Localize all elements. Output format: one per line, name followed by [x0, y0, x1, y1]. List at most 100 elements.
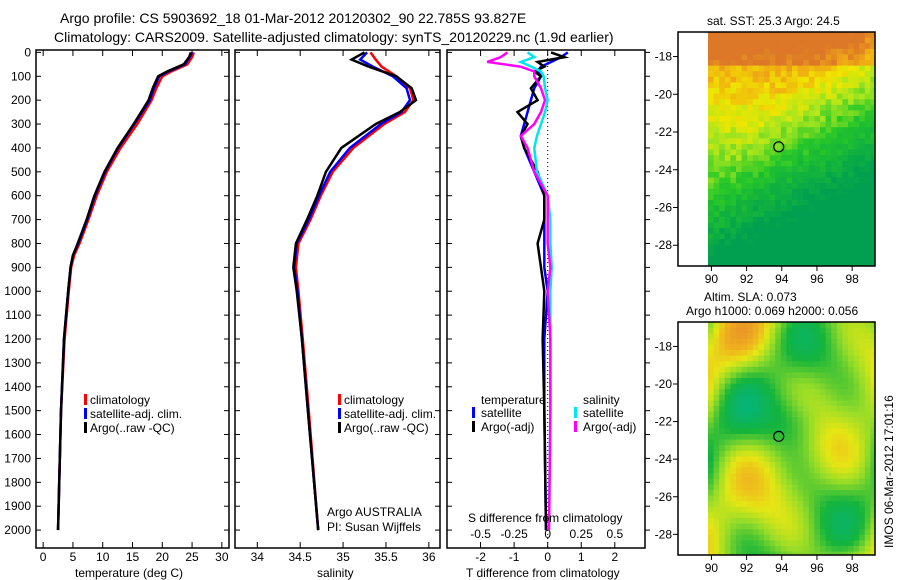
map-cell — [724, 529, 731, 536]
map-cell — [780, 239, 787, 246]
map-cell — [820, 411, 827, 418]
map-cell — [820, 200, 827, 207]
map-cell — [769, 434, 776, 441]
map-cell — [736, 82, 743, 89]
map-cell — [797, 422, 804, 429]
map-cell — [713, 394, 720, 401]
map-cell — [848, 144, 855, 151]
map-cell — [814, 177, 821, 184]
map-cell — [747, 406, 754, 413]
map-cell — [764, 82, 771, 89]
map-cell — [736, 43, 743, 50]
map-cell — [803, 166, 810, 173]
x-tick-label: 98 — [845, 561, 859, 575]
map-cell — [752, 188, 759, 195]
map-cell — [836, 322, 843, 329]
map-cell — [708, 228, 715, 235]
map-cell — [831, 149, 838, 156]
map-cell — [808, 540, 815, 547]
map-cell — [836, 244, 843, 251]
map-cell — [736, 428, 743, 435]
map-cell — [747, 177, 754, 184]
map-cell — [736, 37, 743, 44]
map-cell — [808, 551, 815, 555]
map-cell — [769, 88, 776, 95]
map-cell — [803, 534, 810, 541]
map-cell — [764, 177, 771, 184]
map-cell — [769, 261, 776, 266]
map-cell — [747, 172, 754, 179]
map-cell — [736, 233, 743, 240]
map-cell — [769, 93, 776, 100]
map-cell — [786, 355, 793, 362]
map-cell — [848, 183, 855, 190]
y-tick-label: 1900 — [4, 499, 31, 513]
map-cell — [842, 200, 849, 207]
map-cell — [719, 417, 726, 424]
map-cell — [792, 82, 799, 89]
map-cell — [836, 222, 843, 229]
map-cell — [814, 534, 821, 541]
map-cell — [786, 104, 793, 111]
map-cell — [769, 71, 776, 78]
map-cell — [842, 132, 849, 139]
map-cell — [814, 211, 821, 218]
map-cell — [758, 71, 765, 78]
map-cell — [747, 261, 754, 266]
map-cell — [848, 450, 855, 457]
legend-swatch — [84, 408, 87, 419]
map-cell — [848, 506, 855, 513]
s-x-tick-label: -0.5 — [470, 527, 491, 541]
map-cell — [864, 383, 871, 390]
map-cell — [713, 88, 720, 95]
map-cell — [803, 211, 810, 218]
x-tick-label: 96 — [810, 561, 824, 575]
map-cell — [836, 344, 843, 351]
temperature-xlabel: temperature (deg C) — [75, 566, 183, 580]
map-cell — [764, 344, 771, 351]
legend-swatch — [84, 394, 87, 405]
map-cell — [814, 200, 821, 207]
map-cell — [719, 534, 726, 541]
map-cell — [747, 344, 754, 351]
map-cell — [713, 428, 720, 435]
map-cell — [724, 322, 731, 329]
map-cell — [864, 138, 871, 145]
map-cell — [758, 37, 765, 44]
map-cell — [803, 551, 810, 555]
legend-swatch — [574, 421, 577, 432]
map-cell — [825, 506, 832, 513]
map-cell — [780, 250, 787, 257]
map-cell — [736, 378, 743, 385]
map-cell — [719, 71, 726, 78]
map-cell — [825, 144, 832, 151]
map-cell — [859, 54, 866, 61]
map-cell — [764, 338, 771, 345]
map-cell — [825, 256, 832, 263]
map-cell — [870, 417, 875, 424]
map-cell — [831, 490, 838, 497]
map-cell — [842, 211, 849, 218]
map-cell — [780, 439, 787, 446]
map-cell — [808, 88, 815, 95]
map-cell — [797, 495, 804, 502]
map-cell — [719, 205, 726, 212]
map-cell — [713, 155, 720, 162]
map-cell — [769, 183, 776, 190]
map-cell — [752, 149, 759, 156]
map-cell — [724, 144, 731, 151]
map-cell — [786, 523, 793, 530]
map-cell — [825, 37, 832, 44]
map-cell — [780, 512, 787, 519]
map-cell — [724, 417, 731, 424]
map-cell — [758, 228, 765, 235]
map-cell — [853, 322, 860, 329]
map-cell — [719, 355, 726, 362]
map-cell — [708, 540, 715, 547]
map-cell — [708, 350, 715, 357]
map-cell — [836, 76, 843, 83]
map-cell — [820, 244, 827, 251]
map-cell — [825, 378, 832, 385]
map-cell — [786, 216, 793, 223]
map-cell — [797, 546, 804, 553]
